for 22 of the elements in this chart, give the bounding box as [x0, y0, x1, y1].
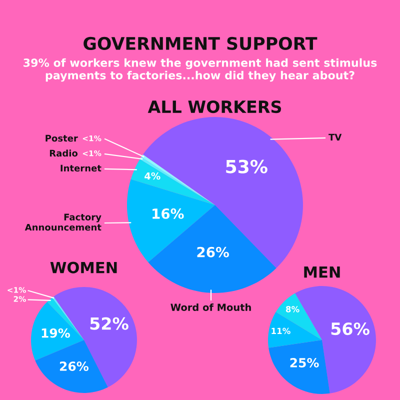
chart-title: ALL WORKERS: [148, 100, 282, 114]
slice-label: Radio: [50, 150, 78, 157]
slice-label: Poster: [46, 134, 78, 142]
slice-label: Factory Announcement: [24, 214, 102, 231]
data-label: 25%: [290, 358, 319, 368]
data-label: 53%: [226, 160, 268, 174]
data-label: 11%: [272, 328, 290, 334]
data-label: 4%: [144, 172, 160, 180]
data-label: 8%: [286, 306, 300, 312]
chart-title: MEN: [304, 266, 340, 278]
slice-label: Internet: [60, 164, 102, 172]
chart-title: WOMEN: [50, 262, 117, 274]
data-label: 26%: [197, 246, 229, 258]
text: GOVERNMENT SUPPORT: [84, 36, 318, 50]
data-label: 16%: [152, 208, 184, 219]
slice-label: TV: [328, 134, 342, 140]
data-label: 52%: [90, 317, 128, 330]
data-label: 56%: [331, 322, 370, 336]
data-label: 19%: [42, 328, 70, 338]
slice-label: Word of Mouth: [170, 303, 251, 311]
data-label: 26%: [60, 362, 89, 371]
text: 39% of workers knew the government had sent stimulus payments to factories...how did they hear about?: [24, 58, 377, 82]
